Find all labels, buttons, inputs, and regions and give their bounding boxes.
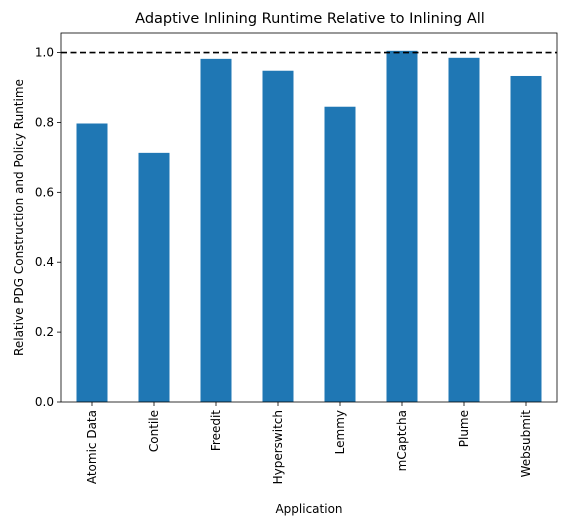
bar-0 <box>76 123 108 402</box>
bar-4 <box>324 106 356 403</box>
bar-7 <box>510 75 542 403</box>
y-axis: 0.0 0.2 0.4 0.6 0.8 1.0 <box>35 46 61 409</box>
y-tick-label: 1.0 <box>35 46 54 60</box>
x-tick-label: Contile <box>147 410 161 452</box>
bar-6 <box>448 57 480 402</box>
x-tick-label: Hyperswitch <box>271 410 285 484</box>
y-tick-label: 0.2 <box>35 325 54 339</box>
x-tick-label: mCaptcha <box>395 410 409 471</box>
y-tick-label: 0.6 <box>35 185 54 199</box>
bar-3 <box>262 70 294 402</box>
y-tick-label: 0.8 <box>35 115 54 129</box>
bar-5 <box>386 50 418 403</box>
chart-title: Adaptive Inlining Runtime Relative to In… <box>135 11 485 27</box>
bars-group <box>76 50 542 403</box>
x-tick-label: Plume <box>457 410 471 447</box>
x-axis-label: Application <box>275 502 342 516</box>
x-tick-label: Atomic Data <box>85 410 99 484</box>
x-tick-label: Lemmy <box>333 410 347 454</box>
x-tick-label: Freedit <box>209 410 223 451</box>
y-tick-label: 0.0 <box>35 395 54 409</box>
plot-frame <box>60 32 558 403</box>
bar-2 <box>200 58 232 402</box>
y-axis-label: Relative PDG Construction and Policy Run… <box>12 79 26 356</box>
x-tick-label: Websubmit <box>519 410 533 478</box>
bar-1 <box>138 152 170 402</box>
x-axis: Atomic Data Contile Freedit Hyperswitch Lemm… <box>85 402 533 484</box>
y-tick-label: 0.4 <box>35 255 54 269</box>
